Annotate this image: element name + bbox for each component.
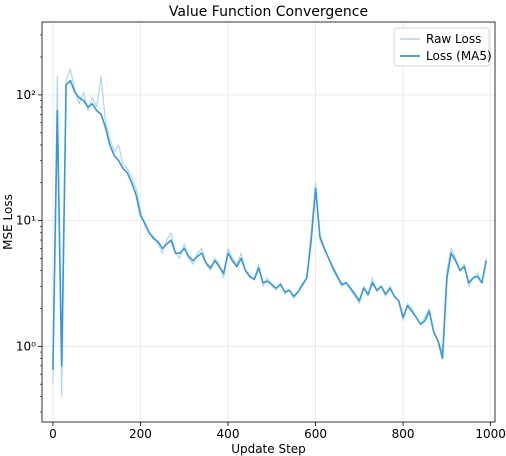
legend-label-raw-loss: Raw Loss bbox=[426, 32, 481, 46]
grid bbox=[42, 22, 495, 422]
y-axis: 10⁰ 10¹ 10² bbox=[16, 34, 42, 413]
x-tick-label: 1000 bbox=[475, 427, 506, 441]
x-tick-label: 400 bbox=[217, 427, 240, 441]
series-line-loss-ma5 bbox=[52, 79, 487, 370]
legend: Raw Loss Loss (MA5) bbox=[393, 27, 492, 67]
legend-label-loss-ma5: Loss (MA5) bbox=[426, 49, 492, 63]
x-axis-label: Update Step bbox=[231, 442, 306, 456]
y-tick-label: 10¹ bbox=[16, 214, 36, 228]
x-axis: 0 200 400 600 800 1000 bbox=[49, 422, 506, 441]
y-tick-label: 10⁰ bbox=[16, 339, 36, 353]
chart-title: Value Function Convergence bbox=[169, 4, 368, 20]
x-tick-label: 0 bbox=[49, 427, 57, 441]
x-tick-label: 600 bbox=[304, 427, 327, 441]
plot-frame bbox=[41, 21, 496, 423]
y-tick-label: 10² bbox=[16, 88, 36, 102]
x-tick-label: 200 bbox=[129, 427, 152, 441]
y-axis-label: MSE Loss bbox=[1, 194, 15, 250]
x-tick-label: 800 bbox=[392, 427, 415, 441]
plot-lines bbox=[52, 68, 487, 397]
